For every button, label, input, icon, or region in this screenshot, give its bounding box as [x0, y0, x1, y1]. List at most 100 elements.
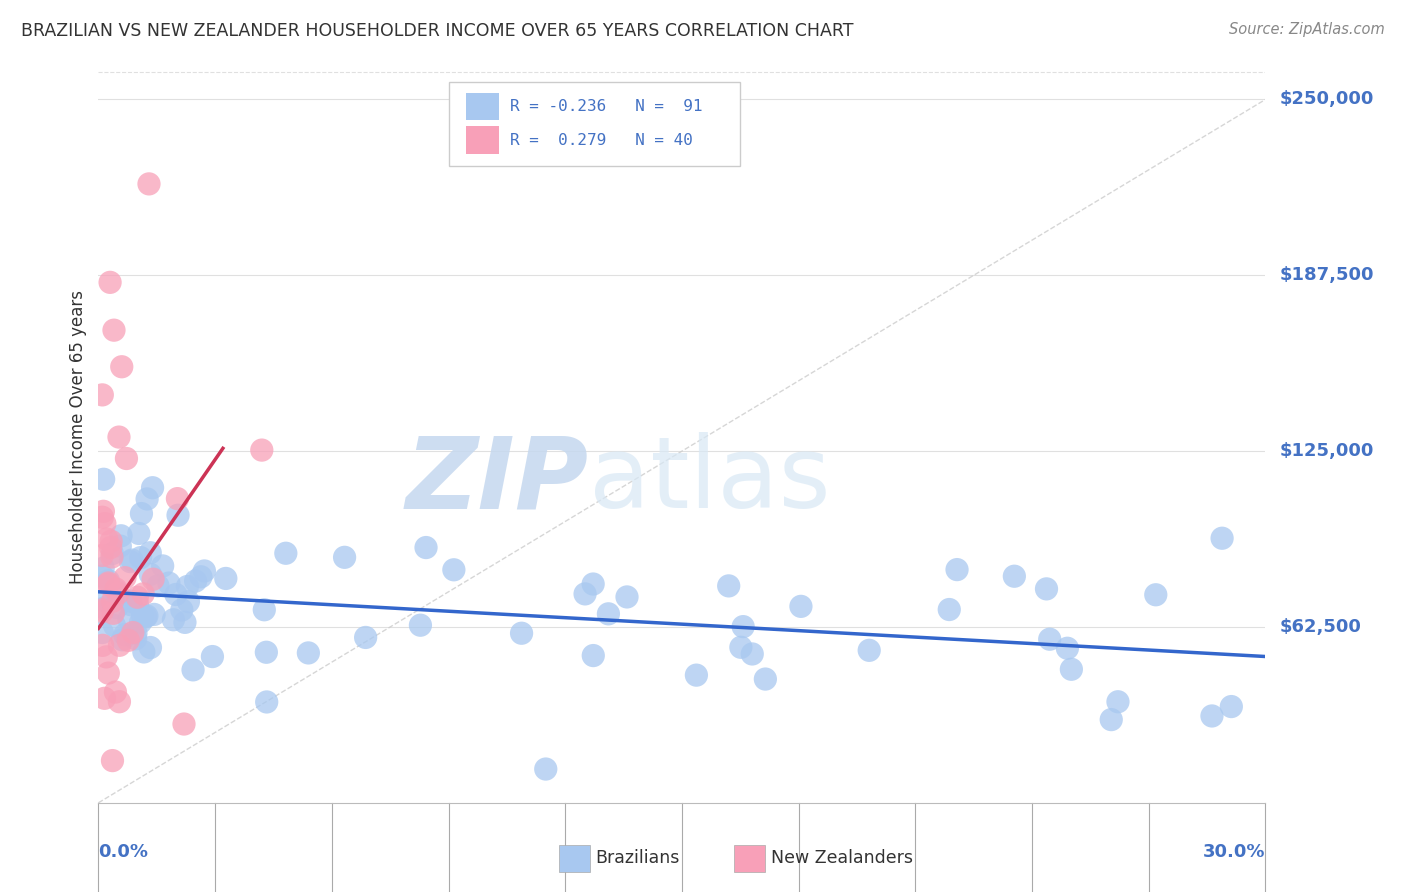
Point — [125, 632, 148, 646]
Y-axis label: Householder Income Over 65 years: Householder Income Over 65 years — [69, 290, 87, 584]
Text: $250,000: $250,000 — [1279, 90, 1374, 109]
Point — [93, 504, 115, 518]
Point — [97, 577, 120, 591]
Point — [129, 550, 152, 565]
Point — [108, 638, 131, 652]
Point — [142, 572, 165, 586]
Point — [110, 539, 132, 553]
Point — [598, 607, 620, 621]
Point — [162, 613, 184, 627]
Point — [103, 607, 125, 621]
Point — [108, 695, 131, 709]
Point — [685, 668, 707, 682]
Text: R = -0.236   N =  91: R = -0.236 N = 91 — [510, 99, 703, 114]
Point — [91, 638, 114, 652]
Point — [136, 608, 159, 623]
Point — [104, 685, 127, 699]
Point — [131, 507, 153, 521]
Point — [1211, 531, 1233, 545]
Point — [184, 574, 207, 588]
Point — [174, 615, 197, 630]
Point — [98, 276, 121, 290]
Point — [193, 564, 215, 578]
Point — [111, 359, 134, 374]
Point — [201, 649, 224, 664]
Text: 30.0%: 30.0% — [1204, 843, 1265, 861]
Point — [101, 547, 124, 561]
Point — [190, 570, 212, 584]
Point — [142, 481, 165, 495]
Point — [754, 672, 776, 686]
Point — [132, 645, 155, 659]
Point — [1039, 632, 1062, 647]
Point — [146, 579, 169, 593]
Text: Brazilians: Brazilians — [596, 849, 681, 867]
Text: ZIP: ZIP — [405, 433, 589, 530]
Point — [104, 583, 127, 598]
Point — [176, 580, 198, 594]
Point — [91, 388, 114, 402]
Point — [91, 605, 114, 619]
Point — [105, 600, 128, 615]
Point — [111, 632, 134, 647]
FancyBboxPatch shape — [465, 93, 499, 120]
Point — [117, 633, 139, 648]
Point — [94, 516, 117, 531]
Point — [94, 593, 117, 607]
Point — [125, 626, 148, 640]
Point — [165, 587, 187, 601]
Point — [96, 649, 118, 664]
Text: 0.0%: 0.0% — [98, 843, 149, 861]
Point — [114, 627, 136, 641]
Point — [616, 590, 638, 604]
Point — [409, 618, 432, 632]
Point — [131, 609, 153, 624]
Point — [103, 323, 125, 337]
Point — [91, 561, 114, 575]
Point — [254, 645, 277, 659]
Point — [101, 594, 124, 608]
Text: R =  0.279   N = 40: R = 0.279 N = 40 — [510, 133, 693, 147]
Point — [101, 549, 124, 564]
Point — [1144, 588, 1167, 602]
Point — [274, 546, 297, 560]
Point — [135, 609, 157, 624]
Point — [1002, 569, 1025, 583]
Point — [138, 177, 160, 191]
Point — [120, 598, 142, 612]
Point — [741, 647, 763, 661]
Point — [103, 618, 125, 632]
Point — [534, 762, 557, 776]
Point — [100, 541, 122, 555]
Point — [215, 571, 238, 585]
Point — [93, 601, 115, 615]
Point — [582, 577, 605, 591]
Point — [733, 620, 755, 634]
Point — [157, 576, 180, 591]
Point — [152, 558, 174, 573]
Point — [170, 603, 193, 617]
Point — [938, 602, 960, 616]
Point — [97, 574, 120, 588]
Point — [96, 532, 118, 546]
Point — [118, 612, 141, 626]
Point — [127, 597, 149, 611]
Point — [91, 510, 114, 524]
Point — [1060, 662, 1083, 676]
FancyBboxPatch shape — [560, 846, 589, 871]
Point — [858, 643, 880, 657]
Point — [1056, 641, 1078, 656]
Point — [110, 529, 132, 543]
Point — [139, 640, 162, 655]
FancyBboxPatch shape — [465, 126, 499, 154]
Point — [127, 591, 149, 605]
Point — [128, 526, 150, 541]
Point — [108, 430, 131, 444]
Point — [167, 508, 190, 523]
Point — [139, 567, 162, 582]
Point — [297, 646, 319, 660]
Point — [256, 695, 278, 709]
Point — [93, 691, 115, 706]
Point — [93, 472, 115, 486]
Point — [730, 640, 752, 655]
